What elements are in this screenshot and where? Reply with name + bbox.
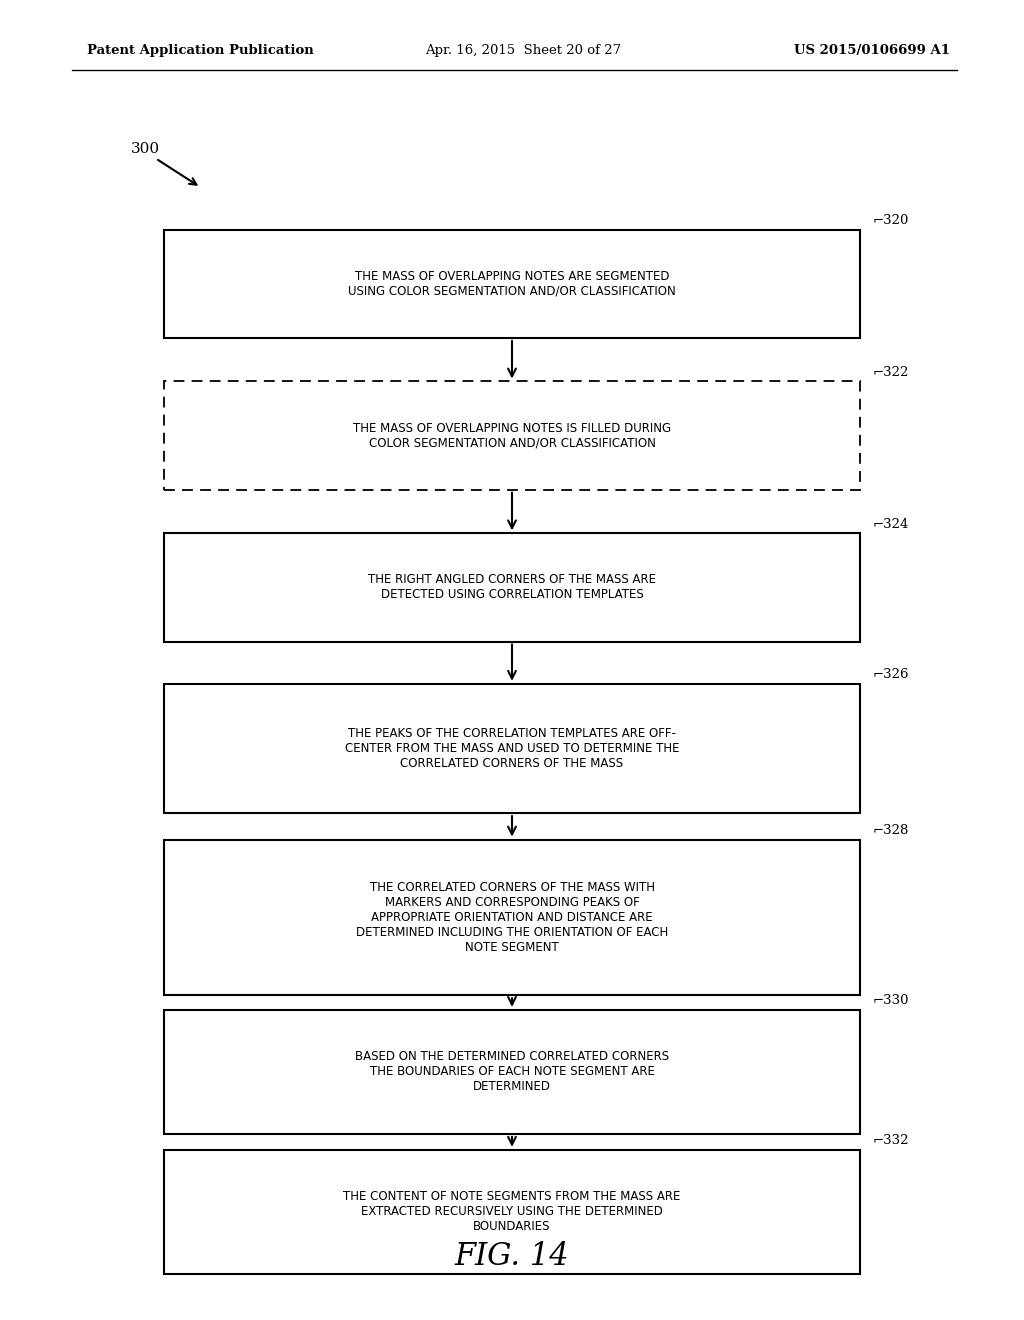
Text: FIG. 14: FIG. 14	[455, 1241, 569, 1272]
Text: ⌐328: ⌐328	[872, 824, 909, 837]
FancyBboxPatch shape	[164, 684, 860, 813]
FancyBboxPatch shape	[164, 230, 860, 338]
Text: THE CORRELATED CORNERS OF THE MASS WITH
MARKERS AND CORRESPONDING PEAKS OF
APPRO: THE CORRELATED CORNERS OF THE MASS WITH …	[356, 880, 668, 954]
FancyBboxPatch shape	[164, 381, 860, 490]
FancyBboxPatch shape	[164, 840, 860, 995]
Text: ⌐322: ⌐322	[872, 366, 909, 379]
Text: THE CONTENT OF NOTE SEGMENTS FROM THE MASS ARE
EXTRACTED RECURSIVELY USING THE D: THE CONTENT OF NOTE SEGMENTS FROM THE MA…	[343, 1191, 681, 1233]
FancyBboxPatch shape	[164, 1010, 860, 1134]
Text: ⌐324: ⌐324	[872, 517, 909, 531]
Text: ⌐332: ⌐332	[872, 1134, 909, 1147]
Text: THE RIGHT ANGLED CORNERS OF THE MASS ARE
DETECTED USING CORRELATION TEMPLATES: THE RIGHT ANGLED CORNERS OF THE MASS ARE…	[368, 573, 656, 602]
FancyBboxPatch shape	[164, 533, 860, 642]
Text: ⌐326: ⌐326	[872, 668, 909, 681]
Text: ⌐330: ⌐330	[872, 994, 909, 1007]
Text: BASED ON THE DETERMINED CORRELATED CORNERS
THE BOUNDARIES OF EACH NOTE SEGMENT A: BASED ON THE DETERMINED CORRELATED CORNE…	[355, 1051, 669, 1093]
Text: THE MASS OF OVERLAPPING NOTES ARE SEGMENTED
USING COLOR SEGMENTATION AND/OR CLAS: THE MASS OF OVERLAPPING NOTES ARE SEGMEN…	[348, 269, 676, 298]
Text: THE PEAKS OF THE CORRELATION TEMPLATES ARE OFF-
CENTER FROM THE MASS AND USED TO: THE PEAKS OF THE CORRELATION TEMPLATES A…	[345, 727, 679, 770]
Text: THE MASS OF OVERLAPPING NOTES IS FILLED DURING
COLOR SEGMENTATION AND/OR CLASSIF: THE MASS OF OVERLAPPING NOTES IS FILLED …	[353, 421, 671, 450]
Text: ⌐320: ⌐320	[872, 214, 909, 227]
FancyBboxPatch shape	[164, 1150, 860, 1274]
Text: Apr. 16, 2015  Sheet 20 of 27: Apr. 16, 2015 Sheet 20 of 27	[425, 44, 622, 57]
Text: US 2015/0106699 A1: US 2015/0106699 A1	[794, 44, 949, 57]
Text: 300: 300	[131, 143, 160, 156]
Text: Patent Application Publication: Patent Application Publication	[87, 44, 313, 57]
